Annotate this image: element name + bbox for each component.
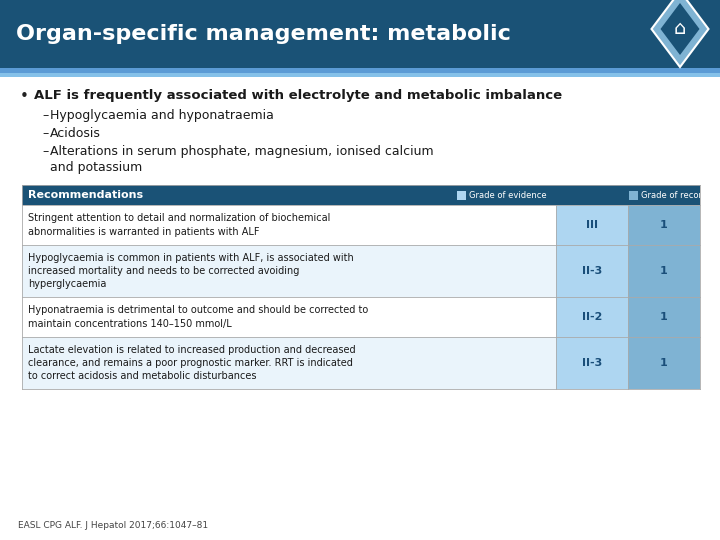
- Bar: [556, 337, 628, 389]
- Bar: [22, 245, 700, 297]
- Text: III: III: [586, 220, 598, 230]
- Text: 1: 1: [660, 358, 668, 368]
- Bar: [628, 245, 700, 297]
- Bar: [628, 337, 700, 389]
- Bar: [629, 191, 638, 199]
- Polygon shape: [660, 3, 700, 55]
- Text: 1: 1: [660, 220, 668, 230]
- Text: Stringent attention to detail and normalization of biochemical
abnormalities is : Stringent attention to detail and normal…: [28, 213, 330, 237]
- Text: –: –: [42, 127, 48, 140]
- Bar: [556, 205, 628, 245]
- Bar: [22, 297, 700, 337]
- Text: Grade of evidence: Grade of evidence: [469, 191, 546, 199]
- Text: II-3: II-3: [582, 266, 602, 276]
- Text: Acidosis: Acidosis: [50, 127, 101, 140]
- Bar: [556, 297, 628, 337]
- Text: II-3: II-3: [582, 358, 602, 368]
- Bar: [0, 73, 720, 77]
- Text: •: •: [20, 89, 29, 104]
- Text: ALF is frequently associated with electrolyte and metabolic imbalance: ALF is frequently associated with electr…: [34, 89, 562, 102]
- Text: II-2: II-2: [582, 312, 602, 322]
- Text: –: –: [42, 109, 48, 122]
- Text: 1: 1: [660, 312, 668, 322]
- Bar: [0, 68, 720, 73]
- Text: EASL CPG ALF. J Hepatol 2017;66:1047–81: EASL CPG ALF. J Hepatol 2017;66:1047–81: [18, 521, 208, 530]
- Bar: [0, 0, 720, 68]
- Text: Organ-specific management: metabolic: Organ-specific management: metabolic: [16, 24, 511, 44]
- Text: Hypoglycaemia is common in patients with ALF, is associated with
increased morta: Hypoglycaemia is common in patients with…: [28, 253, 354, 289]
- Bar: [556, 245, 628, 297]
- Text: ⌂: ⌂: [674, 19, 686, 38]
- Bar: [628, 297, 700, 337]
- Text: 1: 1: [660, 266, 668, 276]
- Bar: [457, 191, 466, 199]
- Polygon shape: [652, 0, 708, 67]
- Bar: [22, 205, 700, 245]
- Bar: [628, 205, 700, 245]
- Bar: [22, 185, 700, 205]
- Text: –: –: [42, 145, 48, 158]
- Text: Hypoglycaemia and hyponatraemia: Hypoglycaemia and hyponatraemia: [50, 109, 274, 122]
- Text: Recommendations: Recommendations: [28, 190, 143, 200]
- Text: Alterations in serum phosphate, magnesium, ionised calcium
and potassium: Alterations in serum phosphate, magnesiu…: [50, 145, 433, 174]
- Text: Hyponatraemia is detrimental to outcome and should be corrected to
maintain conc: Hyponatraemia is detrimental to outcome …: [28, 306, 368, 329]
- Text: Grade of recommendation: Grade of recommendation: [641, 191, 720, 199]
- Bar: [22, 337, 700, 389]
- Text: Lactate elevation is related to increased production and decreased
clearance, an: Lactate elevation is related to increase…: [28, 345, 356, 381]
